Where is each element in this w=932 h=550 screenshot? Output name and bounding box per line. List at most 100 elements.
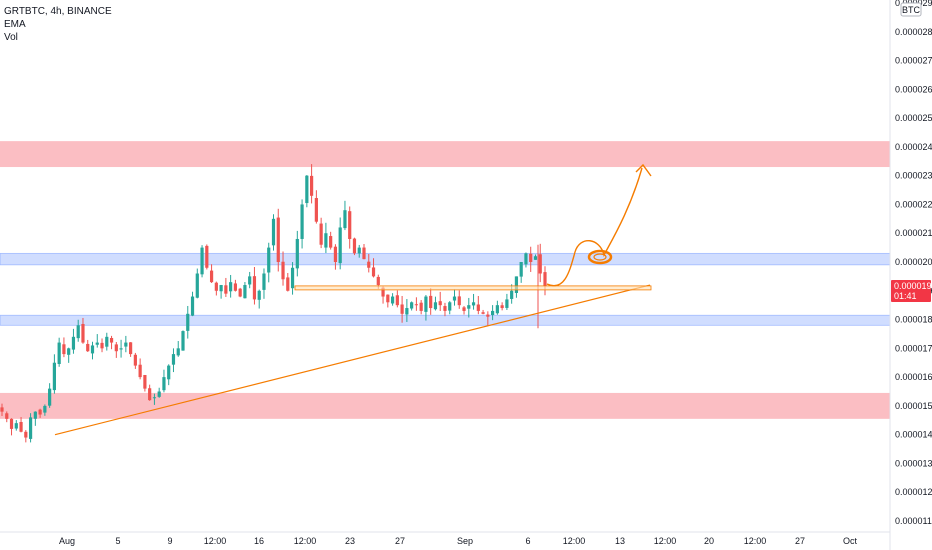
- candle: [257, 289, 261, 309]
- time-tick-label: 20: [704, 536, 714, 546]
- candle: [276, 208, 280, 272]
- candle-body: [295, 238, 299, 269]
- candle-body: [114, 344, 118, 352]
- candle-body: [533, 256, 538, 260]
- candle-body: [129, 342, 133, 355]
- price-tick-label: 0.00001500: [895, 401, 932, 411]
- candle: [48, 383, 52, 408]
- price-tick-label: 0.00002800: [895, 27, 932, 37]
- candle-body: [348, 211, 352, 239]
- candle-body: [424, 296, 428, 312]
- time-tick-label: 12:00: [294, 536, 317, 546]
- candle-body: [248, 276, 252, 285]
- candle-body: [76, 325, 80, 339]
- candle-body: [519, 262, 523, 277]
- projection-arrowhead: [635, 163, 652, 177]
- candle-body: [224, 285, 228, 294]
- candle-body: [467, 305, 471, 309]
- time-tick-label: 27: [795, 536, 805, 546]
- candle-body: [281, 261, 285, 280]
- candle: [14, 420, 18, 431]
- candle-body: [67, 348, 71, 355]
- candle: [176, 341, 180, 357]
- indicator-ema[interactable]: EMA: [4, 19, 26, 30]
- candle: [467, 297, 471, 318]
- candle-body: [109, 338, 114, 343]
- candle-body: [443, 306, 447, 311]
- candle: [124, 335, 128, 353]
- candle-body: [162, 377, 166, 391]
- time-tick-label: 12:00: [204, 536, 227, 546]
- candle: [114, 342, 118, 358]
- target-circle-inner: [593, 253, 607, 261]
- candle-body: [143, 375, 147, 389]
- candle-body: [491, 310, 495, 316]
- candle-body: [176, 348, 180, 356]
- symbol-title[interactable]: GRTBTC, 4h, BINANCE: [4, 6, 112, 17]
- candle-body: [229, 282, 233, 292]
- time-tick-label: Aug: [59, 536, 75, 546]
- candle: [424, 294, 428, 321]
- candle: [33, 411, 37, 426]
- candle-body: [33, 411, 37, 419]
- candle: [38, 408, 42, 418]
- candle: [148, 384, 152, 401]
- candle-body: [500, 305, 504, 309]
- current-price-countdown: 01:41: [894, 291, 917, 301]
- candle-body: [5, 413, 9, 419]
- candle-body: [448, 302, 452, 311]
- candle: [452, 289, 457, 306]
- candle: [57, 337, 61, 367]
- candle-body: [138, 364, 142, 378]
- time-tick-label: 23: [345, 536, 355, 546]
- time-tick-label: 27: [395, 536, 405, 546]
- candle: [314, 190, 318, 224]
- candle: [319, 217, 323, 249]
- target-circle: [587, 249, 613, 265]
- candle: [338, 217, 342, 270]
- drawings-layer: [54, 163, 652, 436]
- candle-body: [362, 247, 366, 260]
- candle-body: [357, 247, 361, 254]
- candle: [214, 281, 218, 296]
- currency-box[interactable]: [900, 2, 922, 17]
- candle: [529, 246, 533, 272]
- candle: [343, 200, 347, 231]
- candle: [371, 258, 376, 278]
- candle: [367, 253, 371, 273]
- candle-body: [57, 342, 61, 364]
- candle: [324, 222, 328, 254]
- candle: [109, 335, 114, 350]
- candle: [505, 293, 509, 310]
- candle-body: [486, 314, 490, 317]
- candle: [271, 214, 276, 251]
- candle: [200, 245, 204, 278]
- candle: [486, 311, 490, 326]
- candle: [429, 288, 433, 315]
- candle: [152, 393, 157, 405]
- candle-body: [167, 365, 171, 380]
- candle: [438, 291, 442, 312]
- chart-plot-area[interactable]: [0, 0, 890, 532]
- candle-body: [429, 295, 433, 309]
- candle-body: [505, 299, 509, 308]
- candle: [481, 309, 485, 315]
- price-scale[interactable]: 0.00001100 0.00001200 0.00001300 0.00001400…: [895, 0, 932, 526]
- candle: [133, 352, 137, 369]
- candle: [138, 358, 142, 380]
- candle: [71, 328, 76, 354]
- candle: [524, 252, 528, 268]
- current-price-tag: 0.00001916 01:41: [891, 280, 932, 302]
- time-scale[interactable]: Aug 5 9 12:00 16 12:00 23 27 Sep 6 12:00 13 12:00 20 1…: [59, 536, 858, 546]
- candle: [9, 418, 14, 436]
- trendline: [54, 284, 651, 436]
- candle: [76, 319, 80, 342]
- price-tick-label: 0.00002300: [895, 171, 932, 181]
- candle: [500, 302, 504, 311]
- indicator-volume[interactable]: Vol: [4, 32, 18, 43]
- candle-body: [238, 288, 242, 297]
- candle-body: [529, 253, 533, 262]
- candle: [67, 347, 71, 363]
- price-tick-label: 0.00002600: [895, 84, 932, 94]
